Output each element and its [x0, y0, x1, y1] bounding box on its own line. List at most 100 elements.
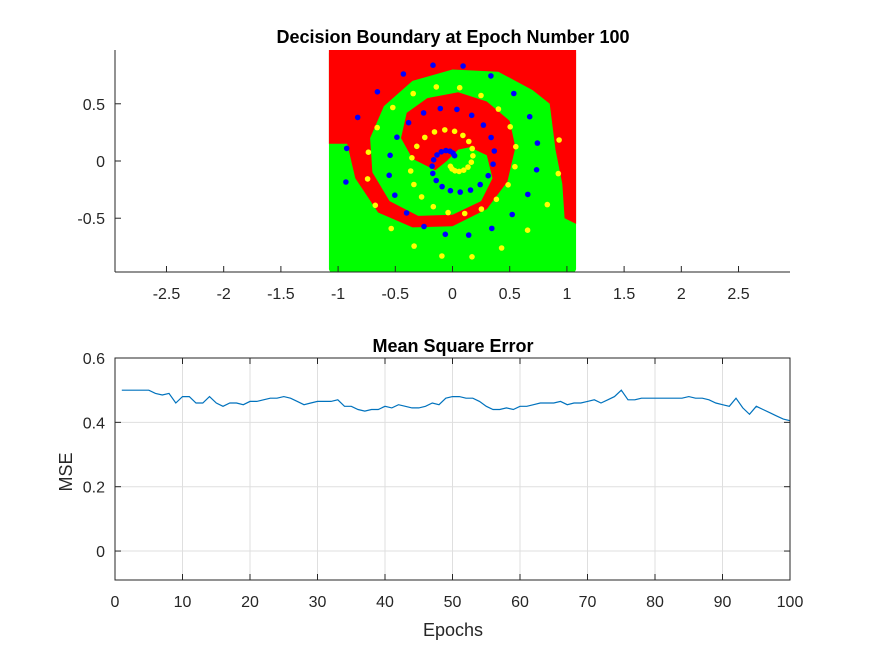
yellow-point — [478, 92, 484, 99]
blue-point — [400, 71, 407, 77]
blue-point — [491, 148, 498, 154]
blue-point — [533, 167, 540, 173]
y-tick-label: 0 — [96, 154, 105, 171]
blue-point — [437, 105, 444, 112]
yellow-point — [524, 227, 531, 233]
decision-boundary-plot: Decision Boundary at Epoch Number 100 -2… — [77, 27, 790, 303]
yellow-point — [507, 124, 513, 130]
mse-axes: 0 10 20 30 40 50 60 70 80 90 100 0 0.2 0.4 0.6 — [83, 351, 804, 611]
y-tick-label: 0.2 — [83, 480, 105, 497]
x-tick-label: -1.5 — [267, 286, 295, 303]
yellow-point — [433, 84, 440, 90]
blue-point — [511, 90, 517, 97]
blue-point — [430, 170, 436, 177]
yellow-point — [466, 138, 472, 145]
mse-line — [121, 389, 791, 422]
x-tick-label: 0.5 — [499, 286, 521, 303]
yellow-point — [468, 159, 475, 165]
blue-point — [387, 152, 393, 159]
yellow-point — [461, 210, 468, 217]
y-tick-label: 0.6 — [83, 351, 105, 368]
blue-point — [420, 110, 427, 116]
x-tick-label: 0 — [448, 286, 457, 303]
blue-point — [429, 163, 435, 169]
blue-point — [526, 113, 533, 120]
yellow-point — [493, 196, 500, 203]
yellow-point — [390, 104, 396, 111]
blue-point — [386, 172, 393, 179]
blue-point — [454, 106, 460, 113]
yellow-point — [411, 243, 417, 249]
blue-point — [488, 134, 494, 141]
yellow-point — [556, 137, 562, 143]
yellow-point — [513, 143, 519, 150]
yellow-point — [498, 245, 505, 251]
x-tick-label: 10 — [174, 594, 192, 611]
blue-point — [374, 89, 381, 95]
decision-region — [328, 50, 577, 272]
blue-point — [438, 149, 445, 155]
x-tick-label: 90 — [714, 594, 732, 611]
yellow-point — [422, 134, 428, 141]
blue-point — [354, 114, 361, 121]
blue-point — [403, 210, 410, 216]
x-tick-label: 20 — [241, 594, 259, 611]
blue-point — [489, 225, 495, 232]
blue-point — [477, 181, 484, 188]
x-tick-label: -0.5 — [382, 286, 410, 303]
x-tick-label: -2 — [217, 286, 231, 303]
yellow-point — [555, 170, 562, 177]
blue-point — [465, 232, 472, 238]
yellow-point — [460, 167, 467, 173]
mse-title: Mean Square Error — [372, 336, 533, 356]
yellow-point — [372, 202, 379, 209]
y-tick-label: -0.5 — [77, 211, 105, 228]
yellow-point — [411, 181, 417, 188]
blue-point — [433, 177, 440, 184]
blue-point — [421, 223, 427, 230]
x-tick-label: -2.5 — [153, 286, 181, 303]
spiral-points — [343, 62, 562, 260]
mse-y-axis-label: MSE — [56, 452, 76, 491]
x-tick-label: 40 — [376, 594, 394, 611]
yellow-point — [418, 194, 425, 200]
yellow-point — [544, 201, 551, 208]
x-tick-label: 1 — [562, 286, 571, 303]
blue-point — [480, 122, 487, 128]
blue-point — [343, 145, 350, 152]
blue-point — [460, 63, 466, 69]
x-tick-label: 100 — [777, 594, 804, 611]
mse-plot: Mean Square Error 0 10 20 30 40 50 60 70 80 90 100… — [56, 336, 803, 640]
blue-point — [468, 112, 475, 119]
yellow-point — [456, 84, 463, 91]
yellow-point — [478, 206, 485, 212]
blue-point — [394, 134, 400, 140]
yellow-point — [388, 225, 395, 232]
yellow-point — [364, 176, 371, 182]
yellow-point — [451, 128, 458, 135]
x-tick-label: 2 — [677, 286, 686, 303]
x-tick-label: 80 — [646, 594, 664, 611]
blue-point — [430, 157, 437, 163]
x-tick-label: 70 — [579, 594, 597, 611]
blue-point — [525, 191, 531, 198]
region-red — [328, 50, 577, 228]
x-tick-label: 1.5 — [613, 286, 635, 303]
yellow-point — [365, 149, 372, 155]
blue-point — [430, 62, 436, 68]
blue-point — [490, 161, 496, 167]
yellow-point — [445, 209, 451, 216]
yellow-point — [431, 129, 438, 135]
yellow-point — [414, 143, 420, 150]
mse-series — [121, 389, 791, 422]
blue-point — [457, 189, 464, 195]
blue-point — [534, 140, 541, 146]
yellow-point — [460, 132, 466, 139]
y-tick-label: 0.4 — [83, 415, 105, 432]
blue-point — [485, 172, 492, 179]
blue-point — [488, 73, 494, 79]
blue-point — [343, 179, 349, 185]
blue-point — [467, 187, 474, 193]
yellow-point — [430, 203, 437, 210]
yellow-point — [374, 124, 381, 131]
